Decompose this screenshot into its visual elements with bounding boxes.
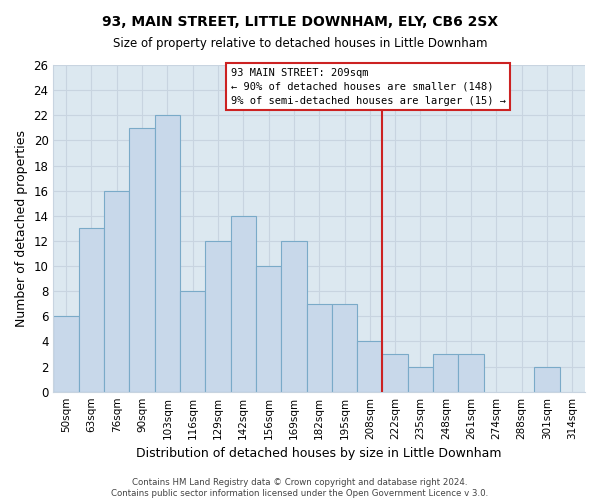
Bar: [382, 354, 408, 392]
Bar: [332, 304, 357, 392]
X-axis label: Distribution of detached houses by size in Little Downham: Distribution of detached houses by size …: [136, 447, 502, 460]
Bar: [357, 342, 382, 392]
Text: Contains HM Land Registry data © Crown copyright and database right 2024.
Contai: Contains HM Land Registry data © Crown c…: [112, 478, 488, 498]
Bar: [408, 366, 433, 392]
Bar: [281, 241, 307, 392]
Bar: [180, 291, 205, 392]
Y-axis label: Number of detached properties: Number of detached properties: [15, 130, 28, 327]
Bar: [230, 216, 256, 392]
Bar: [53, 316, 79, 392]
Bar: [307, 304, 332, 392]
Text: 93 MAIN STREET: 209sqm
← 90% of detached houses are smaller (148)
9% of semi-det: 93 MAIN STREET: 209sqm ← 90% of detached…: [230, 68, 506, 106]
Bar: [256, 266, 281, 392]
Bar: [458, 354, 484, 392]
Text: Size of property relative to detached houses in Little Downham: Size of property relative to detached ho…: [113, 38, 487, 51]
Bar: [205, 241, 230, 392]
Bar: [433, 354, 458, 392]
Bar: [104, 190, 130, 392]
Bar: [79, 228, 104, 392]
Bar: [155, 116, 180, 392]
Bar: [535, 366, 560, 392]
Bar: [130, 128, 155, 392]
Text: 93, MAIN STREET, LITTLE DOWNHAM, ELY, CB6 2SX: 93, MAIN STREET, LITTLE DOWNHAM, ELY, CB…: [102, 15, 498, 29]
